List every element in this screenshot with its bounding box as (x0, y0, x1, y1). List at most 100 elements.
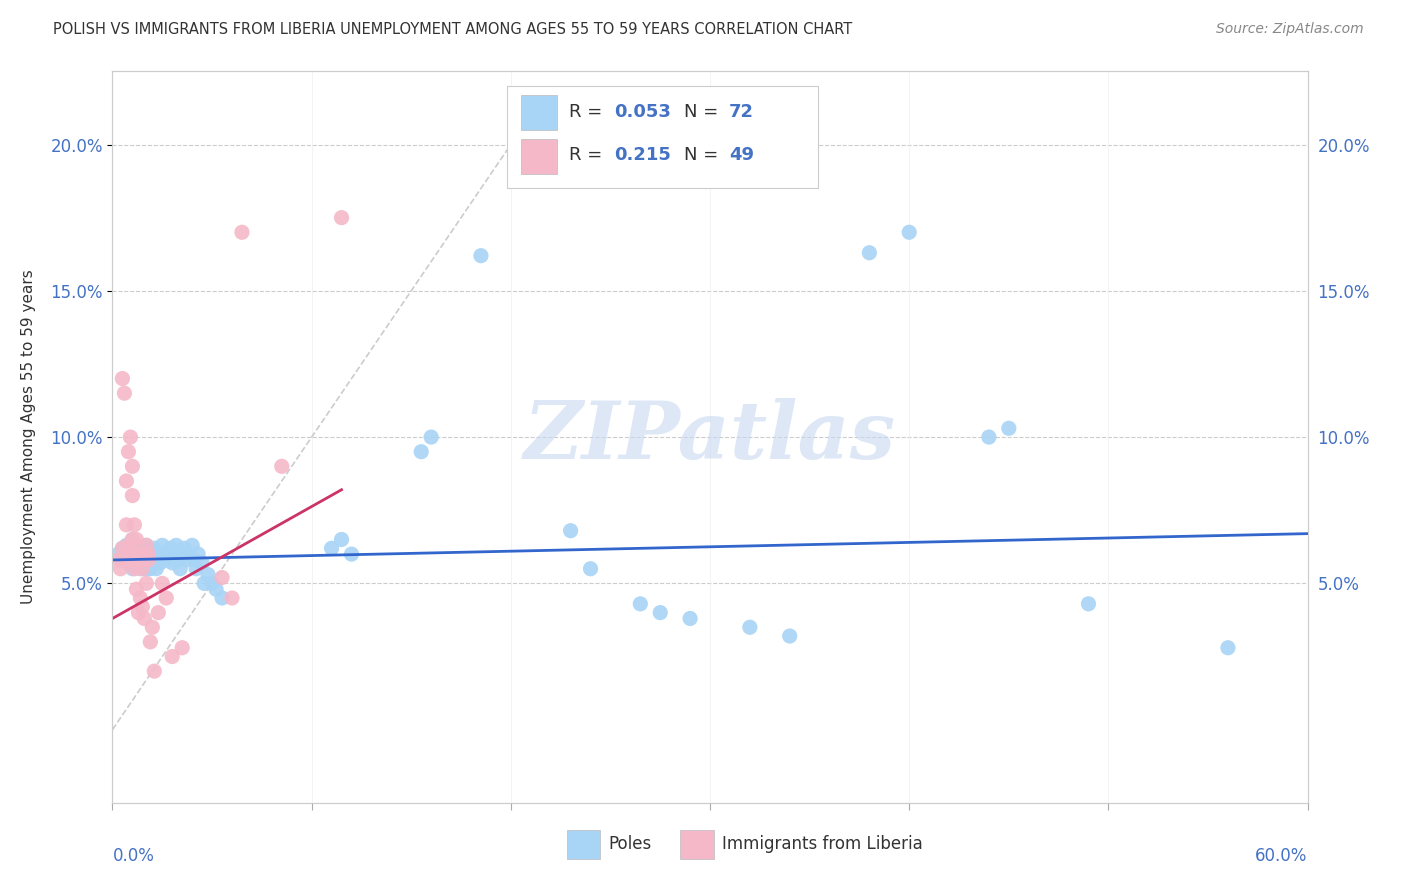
Point (650, 606, 672, 620)
Point (117, 538, 139, 552)
Point (330, 533, 353, 547)
Point (738, 620, 761, 634)
Point (145, 562, 167, 576)
Point (121, 533, 143, 547)
Point (120, 430, 142, 444)
Text: 0.215: 0.215 (614, 146, 671, 164)
Point (779, 629, 801, 643)
Point (125, 553, 148, 567)
Point (125, 582, 148, 597)
Point (138, 553, 160, 567)
Point (135, 538, 157, 552)
Point (135, 576, 157, 591)
Point (129, 553, 152, 567)
Point (114, 386, 135, 401)
Point (121, 489, 143, 503)
Point (135, 562, 157, 576)
Point (211, 570, 233, 584)
Point (172, 547, 194, 561)
Point (138, 547, 160, 561)
Point (231, 225, 253, 239)
Text: POLISH VS IMMIGRANTS FROM LIBERIA UNEMPLOYMENT AMONG AGES 55 TO 59 YEARS CORRELA: POLISH VS IMMIGRANTS FROM LIBERIA UNEMPL… (53, 22, 852, 37)
Point (114, 553, 135, 567)
Point (111, 371, 134, 385)
Point (141, 547, 163, 561)
Point (117, 444, 139, 458)
Point (127, 547, 149, 561)
Point (131, 562, 153, 576)
Point (125, 538, 148, 552)
Point (150, 538, 173, 552)
Point (221, 591, 243, 605)
Point (115, 517, 138, 532)
FancyBboxPatch shape (522, 138, 557, 174)
Text: Source: ZipAtlas.com: Source: ZipAtlas.com (1216, 22, 1364, 37)
Point (159, 541, 181, 556)
Point (135, 538, 157, 552)
Point (172, 640, 194, 655)
Point (124, 517, 146, 532)
Point (145, 553, 167, 567)
Point (115, 538, 138, 552)
Point (977, 430, 1000, 444)
FancyBboxPatch shape (522, 95, 557, 130)
Point (628, 597, 651, 611)
Point (134, 611, 156, 625)
Text: Immigrants from Liberia: Immigrants from Liberia (723, 836, 922, 854)
Point (125, 556, 148, 570)
Point (150, 547, 173, 561)
FancyBboxPatch shape (567, 830, 600, 859)
Point (201, 576, 224, 591)
Point (131, 553, 153, 567)
Text: 0.0%: 0.0% (112, 847, 155, 864)
Point (124, 562, 146, 576)
Point (111, 541, 134, 556)
Point (197, 567, 219, 582)
Text: R =: R = (569, 146, 607, 164)
Point (153, 553, 176, 567)
Point (205, 582, 228, 597)
Point (107, 547, 129, 561)
Point (131, 599, 153, 614)
Point (177, 547, 200, 561)
Y-axis label: Unemployment Among Ages 55 to 59 years: Unemployment Among Ages 55 to 59 years (21, 269, 37, 605)
Point (117, 553, 139, 567)
Point (340, 547, 363, 561)
Text: ZIPatlas: ZIPatlas (524, 399, 896, 475)
Text: 72: 72 (730, 103, 754, 120)
Point (411, 444, 433, 458)
Point (120, 547, 142, 561)
Text: 49: 49 (730, 146, 754, 164)
Point (420, 430, 443, 444)
Point (858, 245, 880, 260)
Point (148, 606, 170, 620)
Point (131, 541, 153, 556)
Point (167, 553, 190, 567)
Point (270, 459, 292, 474)
Point (141, 620, 163, 634)
Point (134, 547, 156, 561)
Point (111, 541, 134, 556)
Point (149, 556, 172, 570)
Point (157, 553, 180, 567)
Point (117, 556, 139, 570)
Point (162, 556, 183, 570)
Point (165, 538, 187, 552)
Point (139, 562, 162, 576)
Point (120, 553, 142, 567)
Point (121, 533, 143, 547)
Point (134, 547, 156, 561)
Point (138, 547, 160, 561)
Point (163, 547, 186, 561)
Point (124, 553, 146, 567)
Point (560, 524, 582, 538)
Point (169, 562, 191, 576)
Point (183, 553, 205, 567)
Point (129, 591, 152, 605)
Point (115, 547, 138, 561)
Point (121, 459, 143, 474)
Point (162, 649, 183, 664)
Point (174, 553, 197, 567)
Point (998, 421, 1021, 435)
Text: N =: N = (683, 146, 724, 164)
